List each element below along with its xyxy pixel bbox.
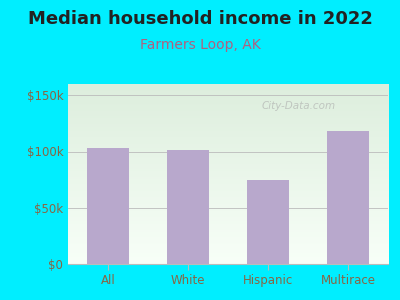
Bar: [247, 180, 289, 264]
Bar: [167, 150, 209, 264]
Text: Median household income in 2022: Median household income in 2022: [28, 11, 372, 28]
Bar: [327, 131, 369, 264]
Text: City-Data.com: City-Data.com: [261, 100, 336, 111]
Text: Farmers Loop, AK: Farmers Loop, AK: [140, 38, 260, 52]
Bar: [87, 148, 129, 264]
